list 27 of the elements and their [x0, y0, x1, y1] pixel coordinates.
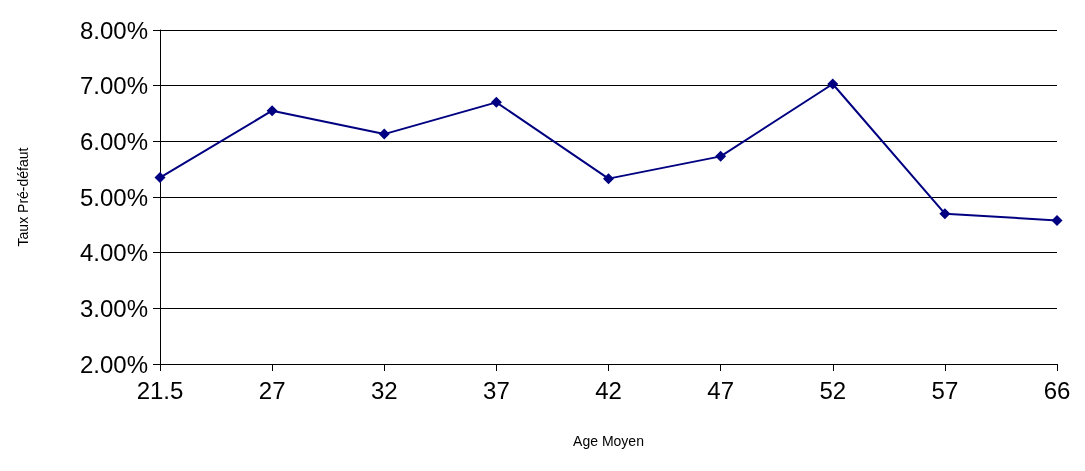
x-tick-label: 42 — [595, 376, 622, 404]
point — [939, 208, 951, 220]
y-tick-label: 3.00% — [79, 294, 148, 322]
y-tick-label: 2.00% — [79, 350, 148, 378]
x-tick-label: 57 — [931, 376, 959, 404]
y-tick-label: 7.00% — [79, 72, 148, 100]
point — [266, 105, 278, 117]
x-tick-label: 66 — [1043, 376, 1071, 404]
y-tick-label: 5.00% — [79, 183, 148, 211]
point — [378, 128, 390, 140]
point — [603, 173, 614, 185]
x-tick-label: 37 — [483, 376, 510, 404]
point — [1051, 214, 1063, 226]
point — [490, 96, 502, 108]
x-tick-label: 52 — [819, 376, 847, 404]
x-tick-label: 47 — [707, 376, 734, 404]
y-tick-label: 8.00% — [79, 16, 148, 44]
y-tick-label: 6.00% — [79, 127, 148, 155]
x-axis-title: Age Moyen — [573, 433, 644, 449]
x-tick-label: 32 — [370, 376, 398, 404]
point — [827, 78, 839, 90]
point — [715, 150, 727, 162]
x-tick-label: 27 — [258, 376, 286, 404]
y-axis-title: Taux Pré-défaut — [15, 147, 31, 247]
point — [154, 172, 166, 184]
y-tick-label: 4.00% — [79, 239, 148, 267]
x-tick-label: 21.5 — [136, 376, 184, 404]
